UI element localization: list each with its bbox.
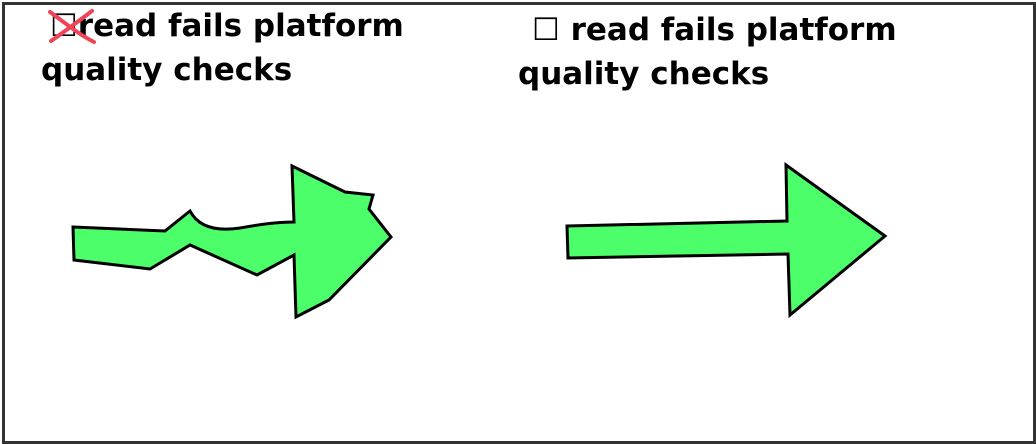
right-label-line2: quality checks	[518, 56, 770, 92]
left-label-line2: quality checks	[41, 52, 293, 88]
straight-arrow-icon	[565, 162, 888, 319]
wobbly-arrow-icon	[71, 163, 393, 320]
right-label-line1: ☐ read fails platform	[532, 13, 897, 47]
right-checkbox-icon[interactable]: ☐	[532, 12, 560, 48]
left-label-text: read fails platform	[77, 8, 404, 44]
cross-mark-icon	[48, 9, 96, 44]
right-label-text-main: read fails platform	[570, 12, 897, 48]
